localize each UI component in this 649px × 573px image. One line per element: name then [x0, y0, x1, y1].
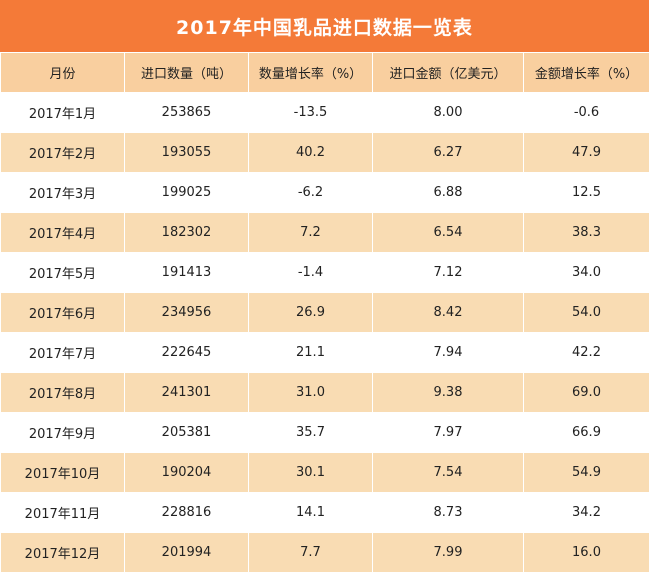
cell-volume-growth: 31.0 [248, 372, 373, 413]
cell-month: 2017年1月 [0, 92, 125, 133]
cell-import-volume: 201994 [124, 532, 249, 573]
cell-volume-growth: 35.7 [248, 412, 373, 453]
cell-import-volume: 193055 [124, 132, 249, 173]
cell-import-value: 6.88 [372, 172, 524, 213]
column-header-value-growth: 金额增长率（%） [523, 52, 649, 93]
table-row: 2017年5月 191413 -1.4 7.12 34.0 [0, 252, 649, 293]
header-row: 月份 进口数量（吨） 数量增长率（%） 进口金额（亿美元） 金额增长率（%） [0, 52, 649, 93]
cell-import-volume: 222645 [124, 332, 249, 373]
cell-import-value: 7.94 [372, 332, 524, 373]
cell-month: 2017年7月 [0, 332, 125, 373]
cell-import-value: 6.54 [372, 212, 524, 253]
cell-import-volume: 253865 [124, 92, 249, 133]
cell-month: 2017年11月 [0, 492, 125, 533]
table-title: 2017年中国乳品进口数据一览表 [0, 0, 649, 52]
column-header-volume-growth: 数量增长率（%） [248, 52, 373, 93]
cell-month: 2017年2月 [0, 132, 125, 173]
cell-month: 2017年10月 [0, 452, 125, 493]
cell-value-growth: 38.3 [523, 212, 649, 253]
cell-import-volume: 191413 [124, 252, 249, 293]
cell-value-growth: 42.2 [523, 332, 649, 373]
cell-value-growth: -0.6 [523, 92, 649, 133]
table-row: 2017年9月 205381 35.7 7.97 66.9 [0, 412, 649, 453]
cell-value-growth: 69.0 [523, 372, 649, 413]
cell-import-value: 8.42 [372, 292, 524, 333]
cell-volume-growth: 40.2 [248, 132, 373, 173]
column-header-import-value: 进口金额（亿美元） [372, 52, 524, 93]
cell-import-volume: 228816 [124, 492, 249, 533]
table-row: 2017年11月 228816 14.1 8.73 34.2 [0, 492, 649, 533]
cell-import-value: 6.27 [372, 132, 524, 173]
cell-month: 2017年9月 [0, 412, 125, 453]
table-row: 2017年2月 193055 40.2 6.27 47.9 [0, 132, 649, 173]
cell-import-value: 7.97 [372, 412, 524, 453]
cell-import-volume: 205381 [124, 412, 249, 453]
cell-value-growth: 12.5 [523, 172, 649, 213]
cell-month: 2017年8月 [0, 372, 125, 413]
cell-month: 2017年5月 [0, 252, 125, 293]
table-body: 2017年1月 253865 -13.5 8.00 -0.6 2017年2月 193055 4… [0, 92, 649, 573]
cell-import-value: 7.12 [372, 252, 524, 293]
cell-month: 2017年4月 [0, 212, 125, 253]
cell-import-value: 7.54 [372, 452, 524, 493]
cell-import-value: 7.99 [372, 532, 524, 573]
column-header-month: 月份 [0, 52, 125, 93]
cell-volume-growth: 21.1 [248, 332, 373, 373]
cell-value-growth: 16.0 [523, 532, 649, 573]
cell-value-growth: 34.0 [523, 252, 649, 293]
cell-value-growth: 47.9 [523, 132, 649, 173]
cell-volume-growth: 7.7 [248, 532, 373, 573]
column-header-import-volume: 进口数量（吨） [124, 52, 249, 93]
cell-import-value: 8.73 [372, 492, 524, 533]
table-row: 2017年7月 222645 21.1 7.94 42.2 [0, 332, 649, 373]
cell-value-growth: 34.2 [523, 492, 649, 533]
data-table: 月份 进口数量（吨） 数量增长率（%） 进口金额（亿美元） 金额增长率（%） 2… [0, 52, 649, 573]
table-row: 2017年10月 190204 30.1 7.54 54.9 [0, 452, 649, 493]
cell-volume-growth: -6.2 [248, 172, 373, 213]
cell-value-growth: 54.0 [523, 292, 649, 333]
cell-value-growth: 66.9 [523, 412, 649, 453]
cell-import-volume: 182302 [124, 212, 249, 253]
cell-volume-growth: -1.4 [248, 252, 373, 293]
cell-volume-growth: 14.1 [248, 492, 373, 533]
cell-volume-growth: 30.1 [248, 452, 373, 493]
table-row: 2017年3月 199025 -6.2 6.88 12.5 [0, 172, 649, 213]
cell-volume-growth: -13.5 [248, 92, 373, 133]
cell-import-volume: 234956 [124, 292, 249, 333]
cell-import-volume: 190204 [124, 452, 249, 493]
cell-month: 2017年3月 [0, 172, 125, 213]
cell-import-value: 9.38 [372, 372, 524, 413]
cell-month: 2017年6月 [0, 292, 125, 333]
cell-month: 2017年12月 [0, 532, 125, 573]
table-row: 2017年8月 241301 31.0 9.38 69.0 [0, 372, 649, 413]
table-row: 2017年6月 234956 26.9 8.42 54.0 [0, 292, 649, 333]
table-row: 2017年1月 253865 -13.5 8.00 -0.6 [0, 92, 649, 133]
cell-volume-growth: 26.9 [248, 292, 373, 333]
table-row: 2017年4月 182302 7.2 6.54 38.3 [0, 212, 649, 253]
table-row: 2017年12月 201994 7.7 7.99 16.0 [0, 532, 649, 573]
cell-import-value: 8.00 [372, 92, 524, 133]
cell-import-volume: 199025 [124, 172, 249, 213]
cell-value-growth: 54.9 [523, 452, 649, 493]
cell-import-volume: 241301 [124, 372, 249, 413]
cell-volume-growth: 7.2 [248, 212, 373, 253]
